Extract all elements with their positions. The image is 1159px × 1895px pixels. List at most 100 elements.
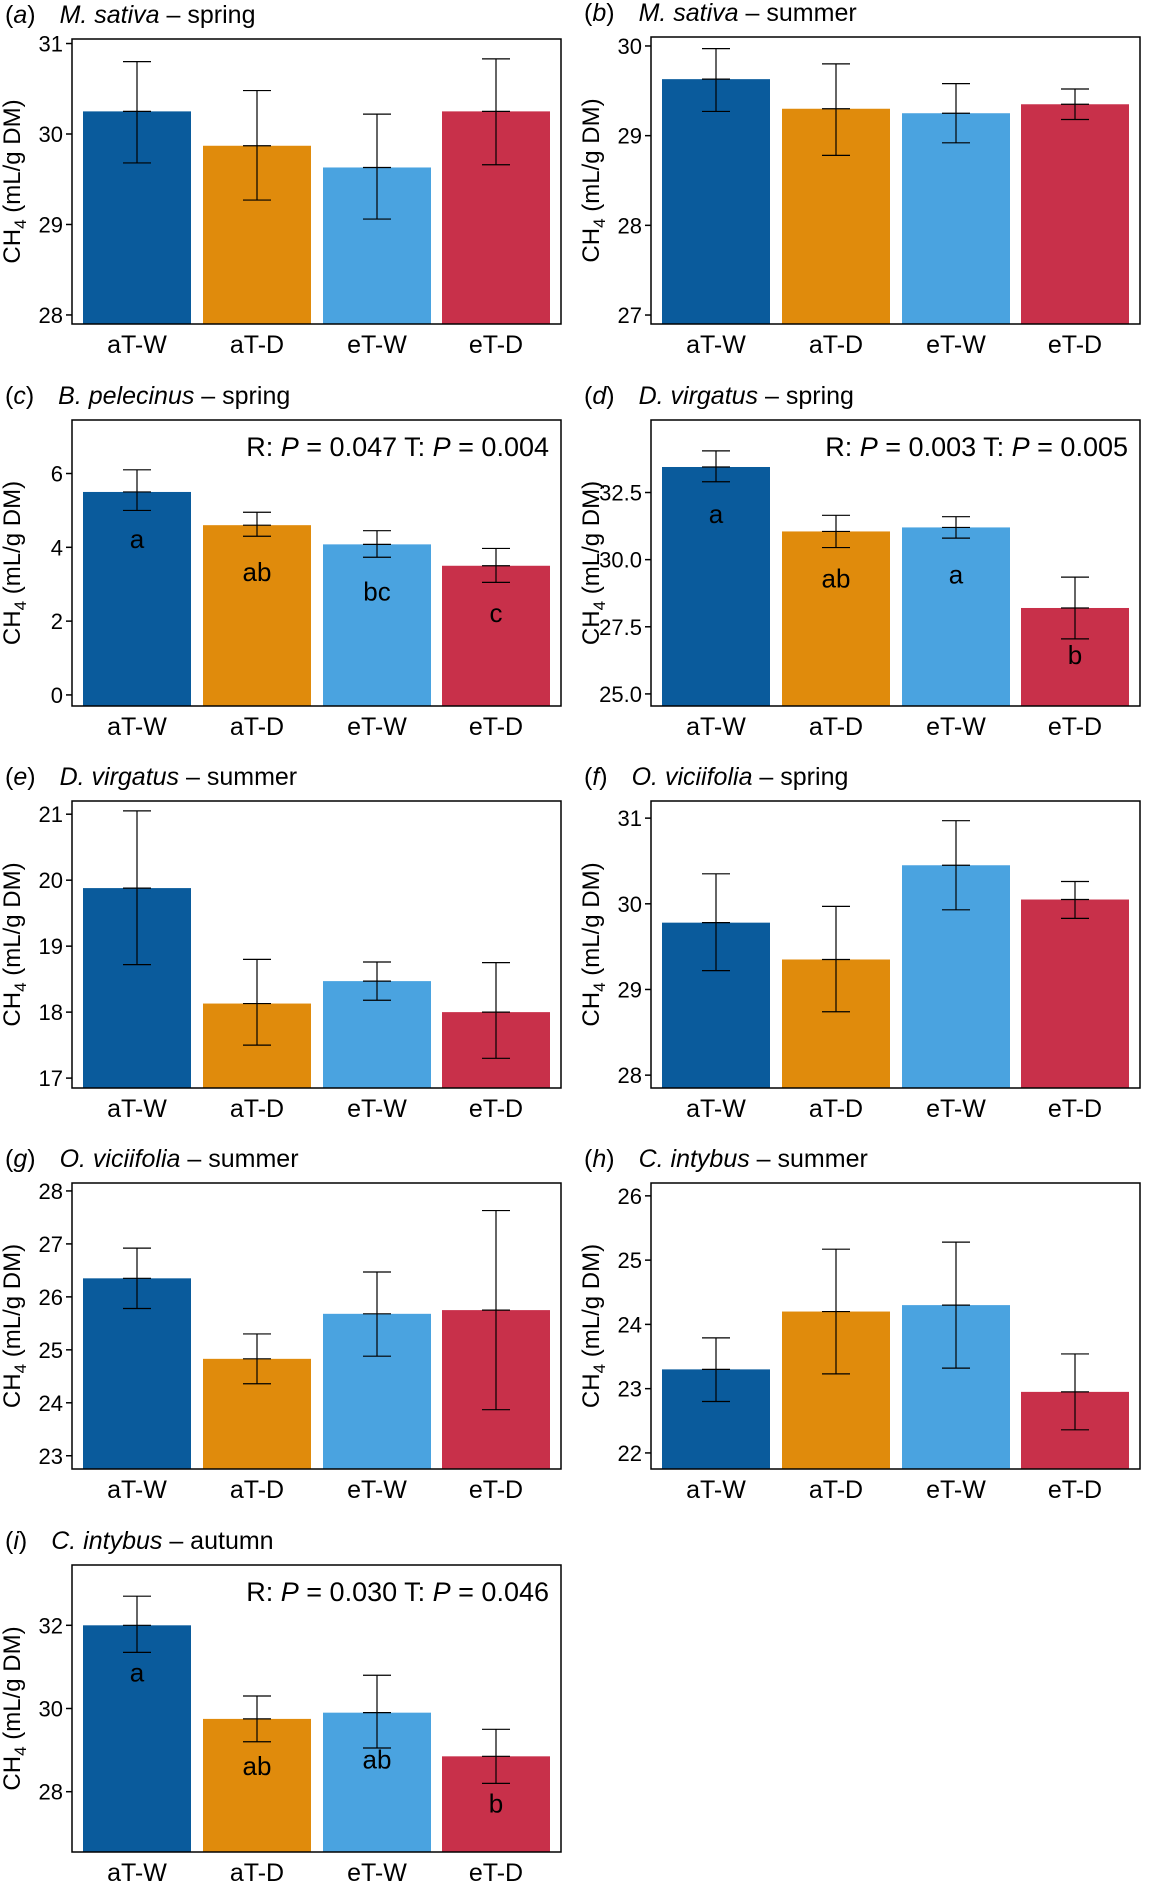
panel-a: (a) M. sativa – spring aT-W aT-D eT-W eT-D 28 2…: [0, 1, 562, 359]
panel-letter: h: [592, 1145, 606, 1173]
panel-letter: a: [13, 1, 27, 29]
bar-eT-D: [1021, 899, 1129, 1088]
y-tick-label: 22: [618, 1441, 642, 1466]
bar-aT-W: [83, 1625, 191, 1852]
panel-c: (c) B. pelecinus – spring aT-W a aT-D ab eT-W b…: [0, 382, 562, 741]
species-name: O. viciifolia: [632, 763, 753, 791]
panel-e: (e) D. virgatus – summer aT-W aT-D eT-W eT-D 1…: [0, 763, 562, 1123]
species-name: D. virgatus: [639, 382, 758, 410]
x-tick-label: eT-D: [469, 713, 523, 741]
y-tick-label: 30: [618, 892, 642, 917]
y-tick-label: 25.0: [599, 682, 642, 707]
species-name: M. sativa: [60, 1, 160, 29]
y-axis-label: CH4 (mL/g DM): [578, 481, 609, 645]
y-tick-label: 27: [39, 1232, 63, 1257]
y-tick-label: 17: [39, 1066, 63, 1091]
y-tick-label: 31: [39, 32, 63, 57]
significance-letter: c: [490, 598, 503, 628]
y-tick-label: 19: [39, 934, 63, 959]
x-tick-label: aT-D: [230, 331, 284, 359]
panel-i-title: (i) C. intybus – autumn: [5, 1527, 274, 1555]
y-tick-label: 28: [39, 1179, 63, 1204]
y-tick-label: 26: [618, 1184, 642, 1209]
plot-frame: [71, 1182, 562, 1470]
panel-b-title: (b) M. sativa – summer: [584, 0, 857, 27]
y-tick-label: 26: [39, 1285, 63, 1310]
x-tick-label: eT-W: [926, 1476, 986, 1504]
x-tick-label: aT-D: [809, 713, 863, 741]
x-tick-label: aT-W: [107, 1095, 167, 1123]
error-bar-aT-W: [123, 1247, 151, 1310]
x-tick-label: eT-W: [926, 331, 986, 359]
error-bar-eT-W: [942, 516, 970, 539]
y-axis-label: CH4 (mL/g DM): [578, 862, 609, 1026]
plot-frame: [71, 419, 562, 707]
error-bar-eT-D: [482, 1209, 510, 1411]
species-name: C. intybus: [51, 1527, 162, 1555]
plot-frame: [650, 1182, 1141, 1470]
error-bar-eT-D: [1061, 576, 1089, 640]
panel-e-title: (e) D. virgatus – summer: [5, 763, 297, 791]
significance-letter: bc: [363, 576, 390, 606]
error-bar-eT-D: [482, 1728, 510, 1784]
x-tick-label: aT-D: [809, 1095, 863, 1123]
significance-letter: ab: [363, 1745, 392, 1775]
error-bar-aT-D: [243, 511, 271, 537]
y-tick-label: 28: [39, 303, 63, 328]
error-bar-aT-W: [702, 873, 730, 972]
bar-eT-D: [442, 565, 550, 706]
significance-letter: ab: [243, 1751, 272, 1781]
x-tick-label: eT-D: [1048, 331, 1102, 359]
bar-aT-W: [83, 1278, 191, 1469]
y-tick-label: 28: [618, 1063, 642, 1088]
species-name: O. viciifolia: [60, 1145, 181, 1173]
y-axis-label: CH4 (mL/g DM): [0, 99, 30, 263]
significance-letter: a: [709, 499, 724, 529]
error-bar-aT-D: [243, 89, 271, 201]
season-name: – summer: [179, 763, 297, 791]
y-tick-label: 31: [618, 806, 642, 831]
panel-d: (d) D. virgatus – spring aT-W a aT-D ab eT-W a e…: [578, 382, 1141, 741]
error-bar-aT-D: [243, 1333, 271, 1385]
panel-label: (: [5, 1145, 14, 1173]
panel-b: (b) M. sativa – summer aT-W aT-D eT-W eT-D 27 2…: [578, 0, 1141, 359]
panel-letter: b: [592, 0, 606, 27]
season-name: – spring: [758, 382, 854, 410]
species-name: C. intybus: [639, 1145, 750, 1173]
y-tick-label: 20: [39, 868, 63, 893]
y-tick-label: 23: [39, 1444, 63, 1469]
season-name: – spring: [160, 1, 256, 29]
x-tick-label: eT-D: [469, 331, 523, 359]
panel-letter: e: [13, 763, 27, 791]
panel-a-title: (a) M. sativa – spring: [5, 1, 255, 29]
significance-letter: b: [489, 1788, 503, 1818]
stats-annotation: R: P = 0.030 T: P = 0.046: [246, 1577, 549, 1607]
y-tick-label: 28: [618, 213, 642, 238]
y-tick-label: 4: [51, 535, 63, 560]
x-tick-label: aT-W: [686, 1095, 746, 1123]
error-bar-eT-D: [482, 962, 510, 1059]
x-tick-label: eT-D: [1048, 1095, 1102, 1123]
error-bar-aT-W: [123, 61, 151, 164]
y-axis-label: CH4 (mL/g DM): [0, 481, 30, 645]
error-bar-eT-W: [363, 1271, 391, 1357]
panel-label: (: [584, 0, 593, 27]
y-tick-label: 24: [39, 1391, 63, 1416]
error-bar-aT-W: [123, 810, 151, 966]
panel-letter: i: [13, 1527, 20, 1555]
panel-label: (: [5, 382, 14, 410]
bar-eT-D: [1021, 104, 1129, 324]
plot-frame: [650, 36, 1141, 325]
error-bar-eT-W: [363, 113, 391, 220]
x-tick-label: eT-W: [926, 713, 986, 741]
bar-eT-W: [323, 544, 431, 706]
y-axis-label: CH4 (mL/g DM): [0, 862, 30, 1026]
error-bar-aT-W: [702, 48, 730, 113]
season-name: – summer: [180, 1145, 298, 1173]
x-tick-label: aT-D: [230, 1859, 284, 1887]
error-bar-eT-D: [482, 58, 510, 166]
bar-aT-D: [203, 525, 311, 706]
y-tick-label: 28: [39, 1780, 63, 1805]
y-tick-label: 18: [39, 1000, 63, 1025]
